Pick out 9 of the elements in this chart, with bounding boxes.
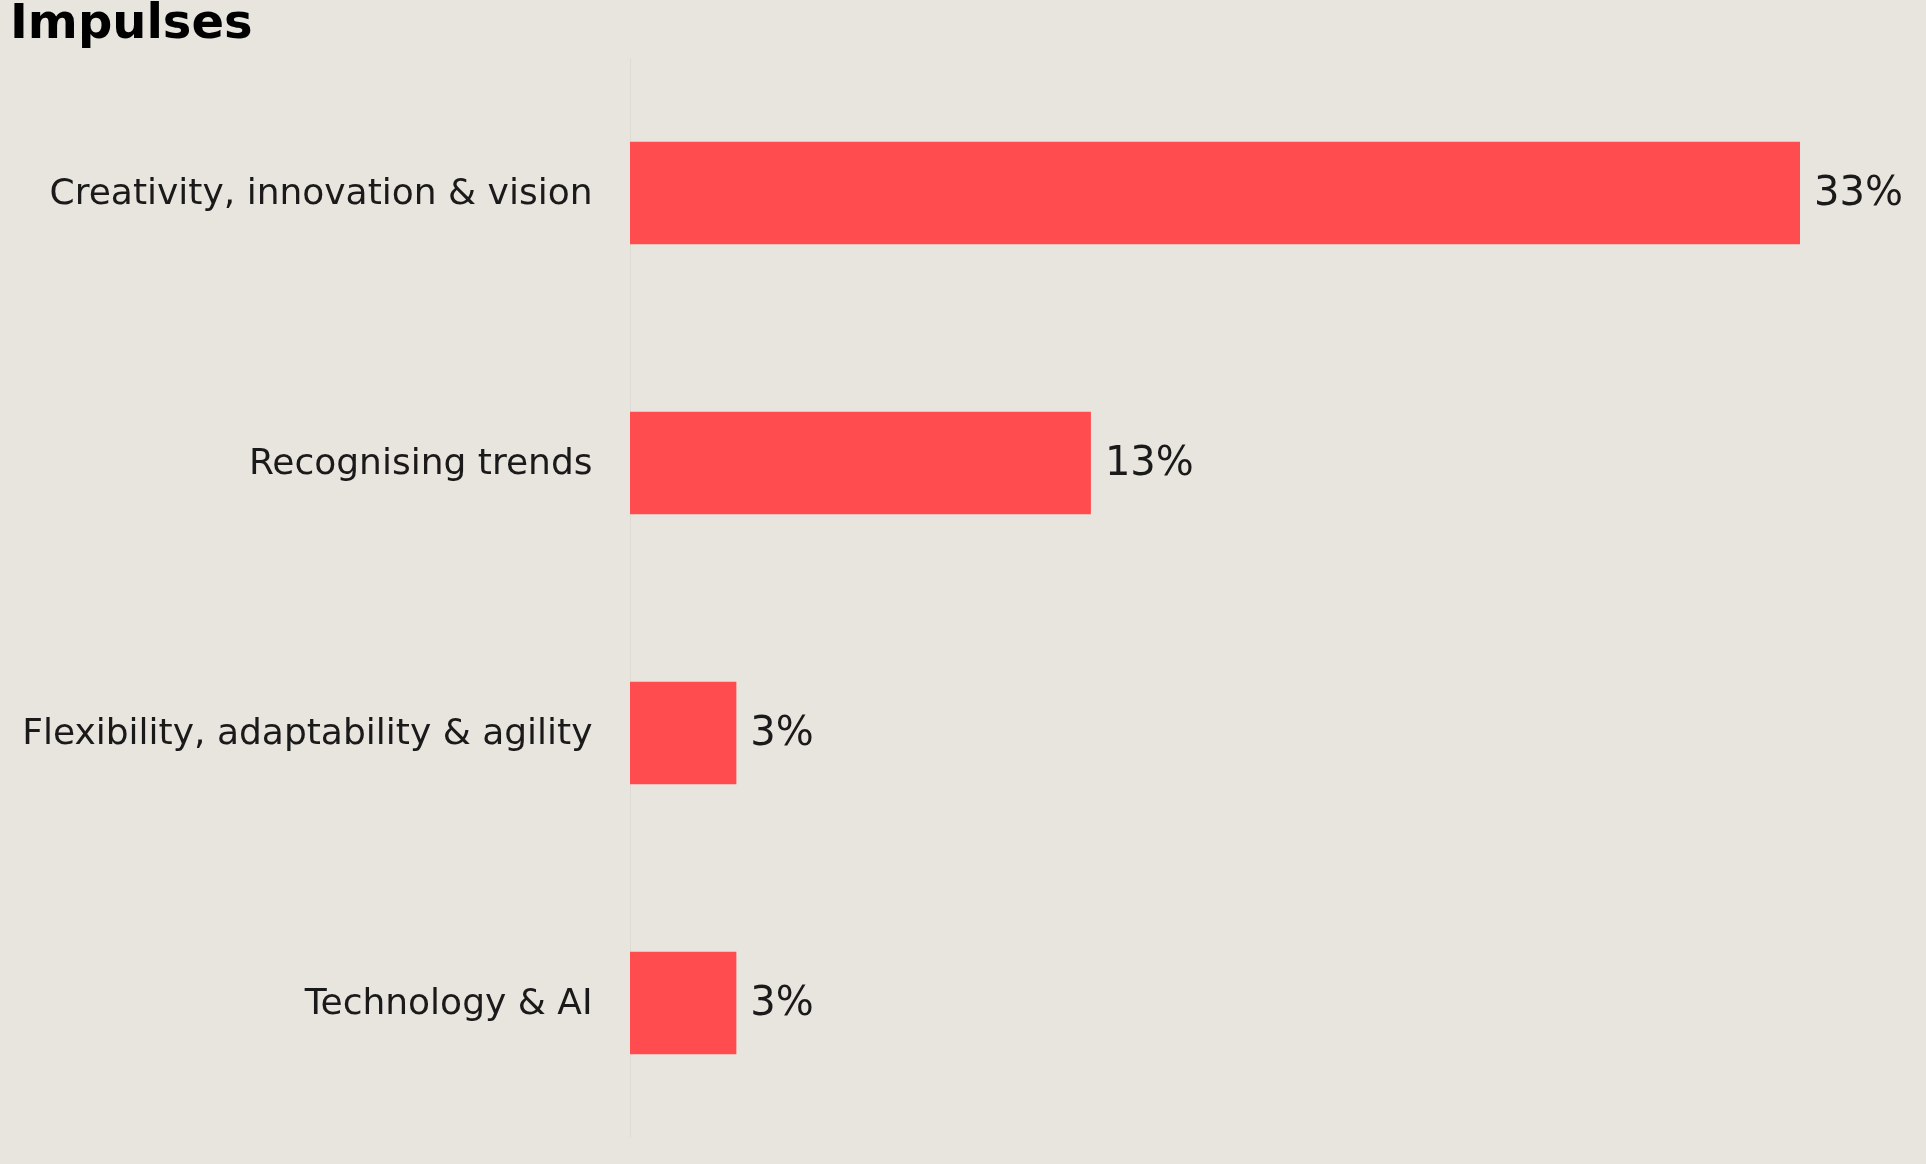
data-label: 13% bbox=[1104, 438, 1194, 484]
y-tick-label: Technology & AI bbox=[303, 981, 593, 1022]
data-label: 33% bbox=[1814, 168, 1903, 214]
data-label: 3% bbox=[750, 978, 814, 1024]
y-tick-label: Recognising trends bbox=[248, 441, 593, 482]
y-tick-label: Creativity, innovation & vision bbox=[49, 171, 593, 212]
y-tick-label: Flexibility, adaptability & agility bbox=[22, 711, 593, 752]
data-label: 3% bbox=[750, 708, 814, 754]
text: Impulses bbox=[10, 0, 253, 49]
